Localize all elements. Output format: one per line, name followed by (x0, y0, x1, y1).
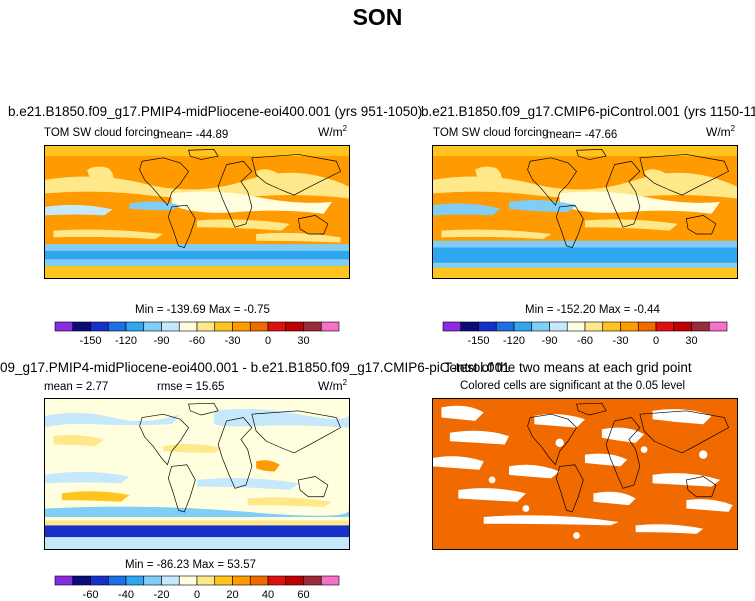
colorbar-tick-label: 0 (194, 589, 200, 601)
colorbar-box (495, 321, 515, 332)
panel-a-title: b.e21.B1850.f09_g17.PMIP4-midPliocene-eo… (8, 104, 423, 119)
panel-d-field (433, 399, 737, 549)
colorbar-box (214, 321, 233, 332)
panel-b-variable: TOM SW cloud forcing (433, 127, 549, 139)
panel-a-units: W/m2 (318, 124, 348, 139)
panel-a-map (44, 145, 350, 279)
colorbar-box (54, 575, 74, 586)
colorbar-tick-label: 20 (226, 589, 238, 601)
panel-b-units: W/m2 (706, 124, 736, 139)
colorbar-tick-label: -90 (542, 335, 558, 347)
panel-c-rmse: rmse = 15.65 (157, 381, 225, 393)
colorbar-box (549, 321, 568, 332)
colorbar-tick-label: 30 (297, 335, 309, 347)
colorbar-box (214, 575, 233, 586)
colorbar-box (54, 321, 74, 332)
colorbar-box (196, 575, 216, 586)
panel-c-field (45, 399, 349, 549)
colorbar-box (708, 321, 728, 332)
colorbar-box (267, 575, 287, 586)
colorbar-tick-label: -20 (154, 589, 170, 601)
colorbar-box (584, 321, 604, 332)
panel-c-mean: mean = 2.77 (44, 381, 109, 393)
colorbar-box (320, 575, 340, 586)
colorbar-box (72, 321, 91, 332)
panel-c-map (44, 398, 350, 550)
colorbar-box (107, 575, 127, 586)
colorbar-box (655, 321, 675, 332)
colorbar-tick-label: -30 (613, 335, 629, 347)
colorbar-box (125, 321, 145, 332)
colorbar-tick-label: -60 (189, 335, 205, 347)
colorbar-box (249, 575, 269, 586)
panel-b-map (432, 145, 738, 279)
colorbar-box (285, 575, 304, 586)
panel-c-units: W/m2 (318, 378, 348, 393)
panel-c-title: 09_g17.PMIP4-midPliocene-eoi400.001 - b.… (0, 360, 510, 375)
panel-d-subtitle: Colored cells are significant at the 0.0… (460, 380, 686, 392)
colorbar-tick-label: -60 (577, 335, 593, 347)
panel-c-colorbar: -60 -40 -20 0 20 40 60 (54, 575, 340, 601)
colorbar-box (232, 321, 251, 332)
figure-title: SON (352, 4, 403, 30)
panel-a-mean: mean= -44.89 (157, 129, 229, 141)
colorbar-tick-label: -40 (118, 589, 134, 601)
colorbar-box (531, 321, 550, 332)
colorbar-box (637, 321, 657, 332)
colorbar-box (125, 575, 145, 586)
colorbar-box (620, 321, 639, 332)
colorbar-box (303, 575, 322, 586)
colorbar-box (460, 321, 479, 332)
colorbar-box (72, 575, 91, 586)
colorbar-tick-label: -120 (503, 335, 525, 347)
colorbar-tick-label: -150 (79, 335, 101, 347)
colorbar-box (303, 321, 322, 332)
colorbar-box (566, 321, 586, 332)
colorbar-tick-label: 40 (262, 589, 274, 601)
panel-b-title: b.e21.B1850.f09_g17.CMIP6-piControl.001 … (421, 104, 755, 119)
colorbar-box (161, 321, 180, 332)
panel-b-mean: mean= -47.66 (546, 129, 618, 141)
colorbar-box (320, 321, 340, 332)
colorbar-tick-label: 60 (297, 589, 309, 601)
panel-a-colorbar: -150 -120 -90 -60 -30 0 30 (54, 321, 340, 347)
colorbar-tick-label: -150 (467, 335, 489, 347)
colorbar-box (232, 575, 251, 586)
colorbar-box (161, 575, 180, 586)
panel-c-minmax: Min = -86.23 Max = 53.57 (125, 559, 257, 571)
colorbar-box (143, 321, 162, 332)
panel-a-minmax: Min = -139.69 Max = -0.75 (135, 304, 270, 316)
panel-d-title: T-test of the two means at each grid poi… (444, 360, 692, 375)
panel-b-minmax: Min = -152.20 Max = -0.44 (525, 304, 660, 316)
colorbar-box (178, 575, 198, 586)
colorbar-box (442, 321, 462, 332)
colorbar-box (90, 575, 109, 586)
colorbar-tick-label: -30 (225, 335, 241, 347)
colorbar-tick-label: -120 (115, 335, 137, 347)
colorbar-tick-label: -60 (83, 589, 99, 601)
colorbar-box (178, 321, 198, 332)
colorbar-box (90, 321, 109, 332)
colorbar-box (478, 321, 497, 332)
colorbar-box (691, 321, 710, 332)
colorbar-box (513, 321, 533, 332)
colorbar-box (285, 321, 304, 332)
panel-a-field (45, 146, 349, 278)
colorbar-box (249, 321, 269, 332)
colorbar-tick-label: -90 (154, 335, 170, 347)
colorbar-tick-label: 30 (685, 335, 697, 347)
colorbar-box (196, 321, 216, 332)
colorbar-tick-label: 0 (265, 335, 271, 347)
colorbar-tick-label: 0 (653, 335, 659, 347)
colorbar-box (267, 321, 287, 332)
panel-b-field (433, 146, 737, 278)
panel-d-map (432, 398, 738, 550)
colorbar-box (107, 321, 127, 332)
panel-b-colorbar: -150 -120 -90 -60 -30 0 30 (442, 321, 728, 347)
colorbar-box (143, 575, 162, 586)
panel-a-variable: TOM SW cloud forcing (44, 127, 160, 139)
colorbar-box (673, 321, 692, 332)
colorbar-box (602, 321, 621, 332)
